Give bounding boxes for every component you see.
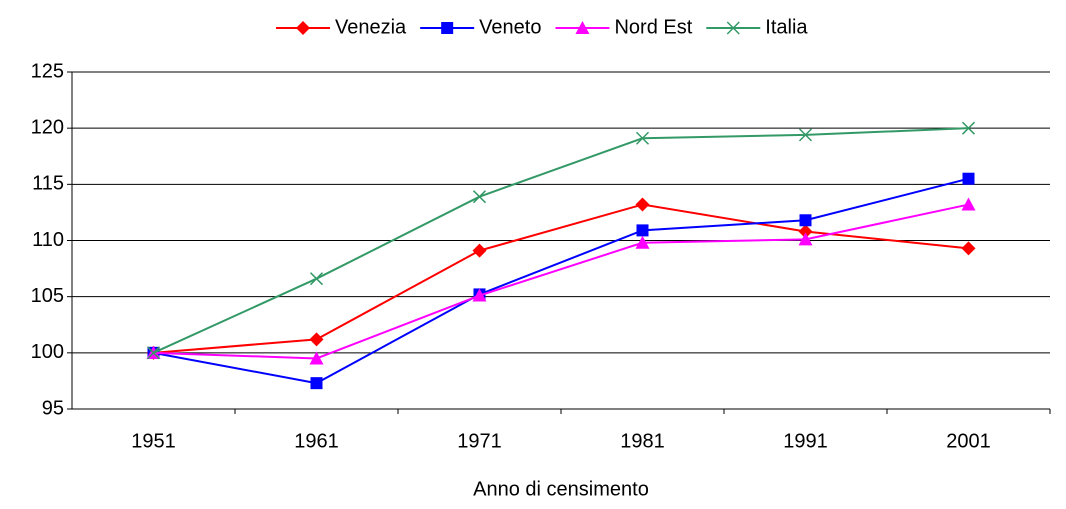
marker bbox=[799, 214, 812, 227]
legend-label: Nord Est bbox=[614, 16, 692, 38]
legend-label: Venezia bbox=[335, 16, 407, 38]
marker bbox=[635, 235, 650, 249]
marker bbox=[310, 377, 323, 390]
marker bbox=[726, 21, 740, 35]
marker bbox=[798, 232, 813, 246]
legend-label: Italia bbox=[765, 16, 808, 38]
legend-item: Nord Est bbox=[555, 16, 693, 38]
marker bbox=[146, 346, 161, 360]
series-line bbox=[153, 203, 969, 360]
x-axis-label: Anno di censimento bbox=[473, 478, 649, 500]
legend-label: Veneto bbox=[479, 16, 541, 38]
legend-item: Italia bbox=[706, 16, 808, 38]
x-tick-label: 2001 bbox=[946, 430, 991, 452]
marker bbox=[309, 332, 324, 347]
marker bbox=[296, 21, 310, 35]
marker bbox=[309, 272, 324, 286]
series-line bbox=[153, 203, 969, 354]
y-tick-label: 95 bbox=[42, 397, 64, 419]
marker bbox=[798, 128, 813, 142]
x-tick-label: 1991 bbox=[783, 430, 828, 452]
y-tick-label: 120 bbox=[31, 116, 64, 138]
marker bbox=[635, 197, 650, 212]
marker bbox=[635, 131, 650, 145]
x-tick-label: 1971 bbox=[457, 430, 502, 452]
x-tick-label: 1951 bbox=[131, 430, 176, 452]
marker bbox=[441, 22, 454, 34]
series-line bbox=[153, 127, 969, 354]
marker bbox=[961, 121, 976, 135]
y-tick-label: 125 bbox=[31, 60, 64, 82]
x-tick-label: 1981 bbox=[620, 430, 665, 452]
marker bbox=[636, 224, 649, 237]
marker bbox=[961, 197, 976, 211]
marker bbox=[472, 243, 487, 258]
y-tick-label: 100 bbox=[31, 341, 64, 363]
y-tick-label: 110 bbox=[32, 229, 64, 251]
marker bbox=[961, 241, 976, 256]
series-line bbox=[153, 177, 969, 385]
legend-item: Venezia bbox=[276, 16, 407, 38]
marker bbox=[309, 351, 324, 365]
legend-item: Veneto bbox=[420, 16, 541, 38]
x-tick-label: 1961 bbox=[294, 430, 339, 452]
marker bbox=[472, 190, 487, 204]
marker bbox=[962, 172, 975, 185]
y-tick-label: 105 bbox=[31, 285, 64, 307]
marker bbox=[798, 224, 813, 239]
marker bbox=[472, 288, 487, 302]
y-tick-label: 115 bbox=[32, 173, 64, 195]
marker bbox=[575, 21, 590, 34]
